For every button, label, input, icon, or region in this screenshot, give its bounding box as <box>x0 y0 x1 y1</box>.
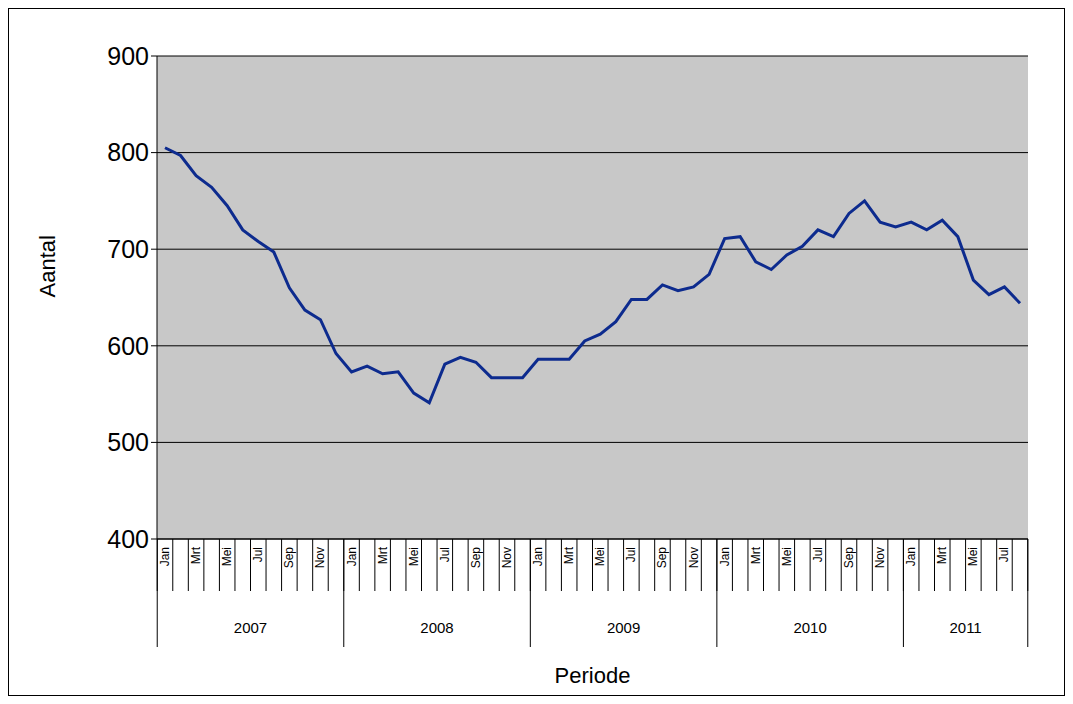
svg-text:900: 900 <box>107 42 149 70</box>
svg-text:Sep: Sep <box>469 547 483 569</box>
svg-text:Mei: Mei <box>407 547 421 566</box>
svg-text:Jul: Jul <box>251 547 265 562</box>
svg-text:Nov: Nov <box>873 547 887 568</box>
svg-text:Nov: Nov <box>500 547 514 568</box>
svg-text:500: 500 <box>107 428 149 456</box>
svg-text:Jan: Jan <box>718 547 732 566</box>
svg-text:Mei: Mei <box>966 547 980 566</box>
svg-text:Jan: Jan <box>158 547 172 566</box>
svg-text:Jan: Jan <box>345 547 359 566</box>
svg-text:Jul: Jul <box>811 547 825 562</box>
svg-text:Mrt: Mrt <box>749 546 763 564</box>
svg-text:Mei: Mei <box>220 547 234 566</box>
svg-text:600: 600 <box>107 332 149 360</box>
svg-text:Sep: Sep <box>282 547 296 569</box>
svg-text:Mei: Mei <box>780 547 794 566</box>
svg-text:Jul: Jul <box>438 547 452 562</box>
svg-text:Mei: Mei <box>593 547 607 566</box>
svg-text:Mrt: Mrt <box>376 546 390 564</box>
svg-text:Jul: Jul <box>624 547 638 562</box>
svg-text:Nov: Nov <box>313 547 327 568</box>
svg-text:Jan: Jan <box>531 547 545 566</box>
svg-text:Mrt: Mrt <box>189 546 203 564</box>
svg-text:Jul: Jul <box>997 547 1011 562</box>
svg-text:2011: 2011 <box>949 619 981 636</box>
svg-text:2008: 2008 <box>420 619 453 636</box>
svg-text:800: 800 <box>107 138 149 166</box>
svg-text:Sep: Sep <box>842 547 856 569</box>
svg-text:700: 700 <box>107 235 149 263</box>
svg-text:2009: 2009 <box>607 619 640 636</box>
svg-text:Nov: Nov <box>687 547 701 568</box>
svg-text:400: 400 <box>107 525 149 553</box>
svg-text:2010: 2010 <box>793 619 826 636</box>
svg-text:Jan: Jan <box>904 547 918 566</box>
svg-text:Periode: Periode <box>555 663 631 688</box>
svg-text:Sep: Sep <box>655 547 669 569</box>
svg-text:Aantal: Aantal <box>35 235 60 297</box>
svg-text:Mrt: Mrt <box>562 546 576 564</box>
svg-text:2007: 2007 <box>234 619 267 636</box>
svg-text:Mrt: Mrt <box>935 546 949 564</box>
